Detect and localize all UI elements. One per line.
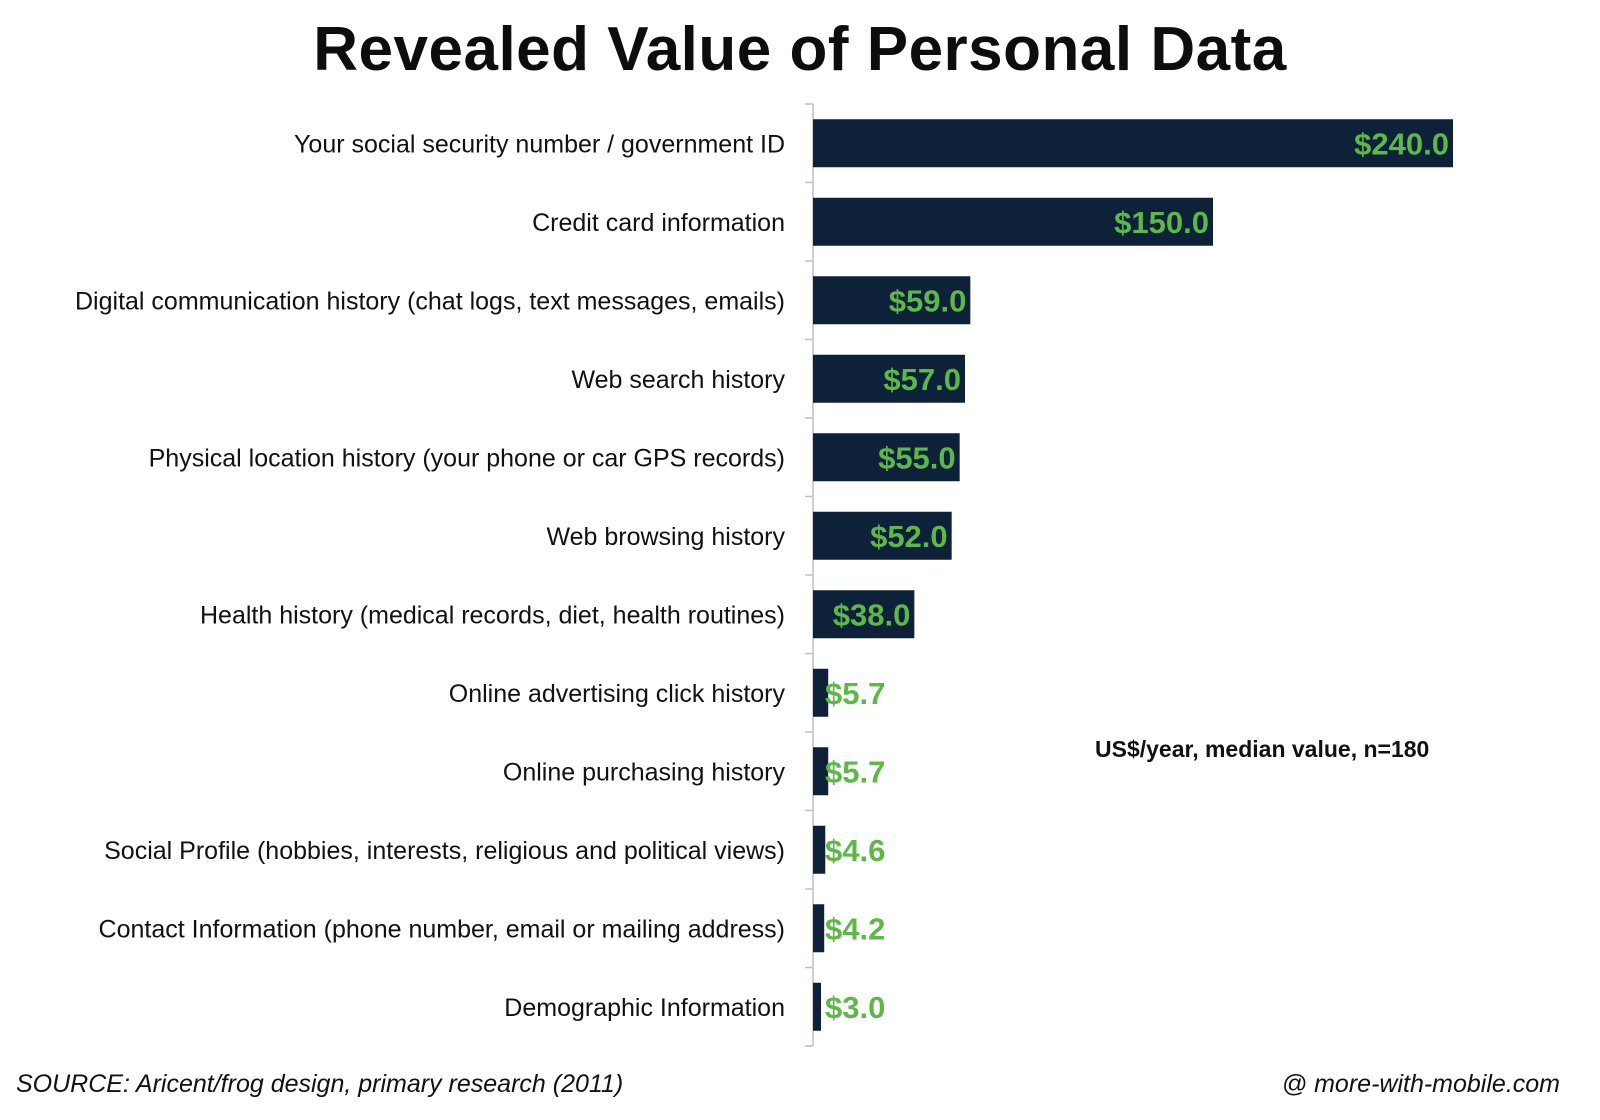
bars-group: [813, 119, 1453, 1031]
bar: [813, 354, 965, 403]
value-label: $52.0: [870, 519, 948, 554]
bar: [813, 825, 826, 874]
category-label: Demographic Information: [504, 994, 785, 1022]
value-label: $3.0: [825, 990, 885, 1025]
bar: [813, 668, 829, 717]
bar: [813, 276, 971, 325]
bar: [813, 197, 1213, 246]
bar: [813, 511, 952, 560]
value-label: $5.7: [825, 676, 885, 711]
value-label: $55.0: [878, 440, 956, 475]
bar: [813, 119, 1453, 168]
value-label: $38.0: [833, 597, 911, 632]
category-label: Online advertising click history: [449, 680, 786, 708]
bar: [813, 590, 915, 639]
bar: [813, 433, 960, 482]
category-axis: [805, 103, 814, 1047]
category-label: Web search history: [571, 366, 785, 394]
value-label: $4.2: [825, 911, 885, 946]
category-label: Web browsing history: [546, 523, 785, 551]
units-note: US$/year, median value, n=180: [1095, 736, 1430, 762]
category-label: Credit card information: [532, 209, 785, 237]
bar: [813, 747, 829, 796]
bar: [813, 904, 825, 953]
source-note: SOURCE: Aricent/frog design, primary res…: [16, 1070, 624, 1098]
credit-note: @ more-with-mobile.com: [1281, 1070, 1560, 1098]
value-label: $59.0: [889, 283, 967, 318]
category-label: Digital communication history (chat logs…: [75, 287, 785, 315]
value-label: $240.0: [1354, 126, 1449, 161]
category-label: Social Profile (hobbies, interests, reli…: [104, 837, 785, 865]
category-label: Physical location history (your phone or…: [149, 444, 785, 472]
category-label: Health history (medical records, diet, h…: [200, 601, 785, 629]
category-label: Contact Information (phone number, email…: [99, 915, 785, 943]
value-label: $5.7: [825, 754, 885, 789]
category-label: Your social security number / government…: [294, 130, 785, 158]
value-labels-group: $240.0 $150.0 $59.0 $57.0 $55.0 $52.0 $38.0 $5.…: [825, 126, 1449, 1025]
value-label: $57.0: [883, 362, 961, 397]
chart-title: Revealed Value of Personal Data: [313, 15, 1287, 84]
bar: [813, 982, 821, 1031]
value-label: $150.0: [1114, 205, 1209, 240]
category-label: Online purchasing history: [503, 758, 786, 786]
value-label: $4.6: [825, 833, 885, 868]
category-labels-group: Your social security number / government…: [75, 130, 785, 1022]
